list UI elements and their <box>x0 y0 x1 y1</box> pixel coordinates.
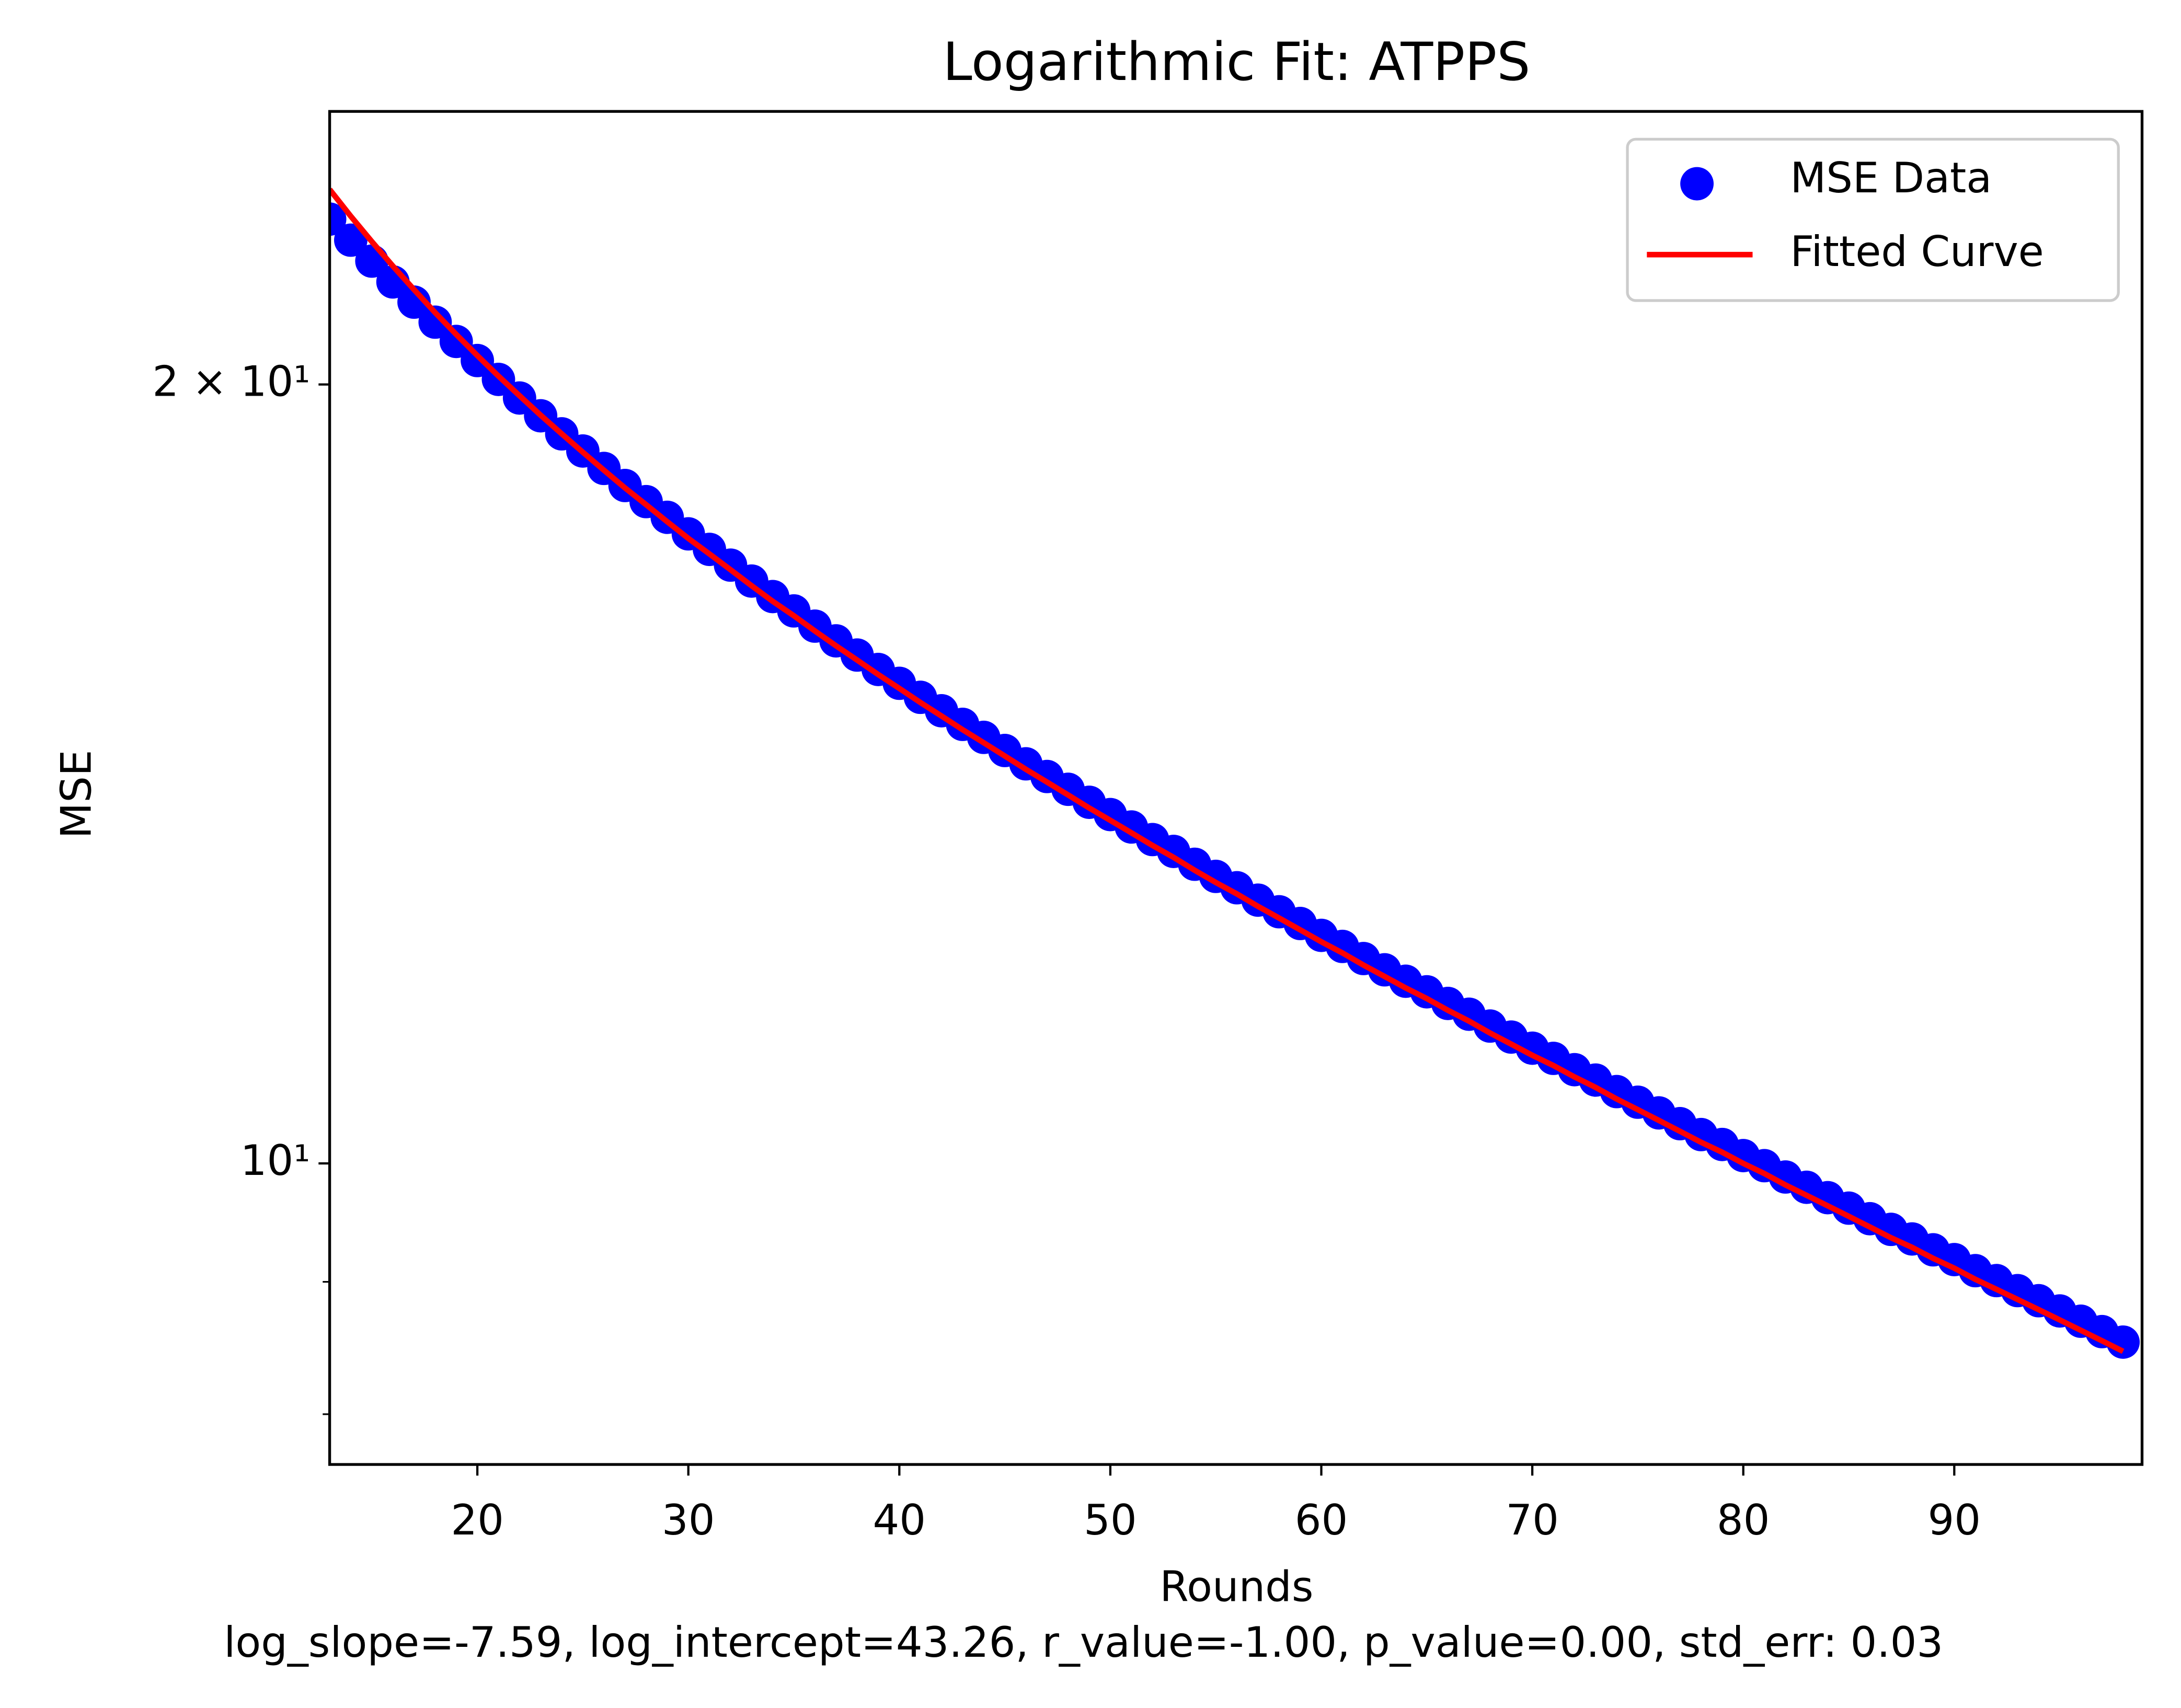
legend-label: Fitted Curve <box>1790 227 2044 276</box>
x-tick-label: 20 <box>451 1496 504 1544</box>
x-tick-label: 30 <box>662 1496 715 1544</box>
y-tick-label: 2 × 10¹ <box>152 357 310 406</box>
x-axis-label: Rounds <box>1160 1562 1313 1611</box>
y-axis-label: MSE <box>52 750 101 839</box>
legend-label: MSE Data <box>1790 154 1992 202</box>
legend-marker <box>1680 167 1714 201</box>
data-point <box>397 285 431 319</box>
x-tick-label: 50 <box>1084 1496 1137 1544</box>
data-point <box>418 305 452 339</box>
data-point <box>334 223 368 257</box>
x-tick-label: 60 <box>1295 1496 1348 1544</box>
data-point <box>2106 1325 2140 1359</box>
x-tick-label: 90 <box>1928 1496 1981 1544</box>
fit-line <box>329 188 2125 1354</box>
x-tick-label: 40 <box>873 1496 926 1544</box>
chart-title: Logarithmic Fit: ATPPS <box>943 31 1530 93</box>
x-tick-label: 70 <box>1506 1496 1559 1544</box>
plot-frame <box>328 110 2144 1466</box>
x-tick-label: 80 <box>1717 1496 1770 1544</box>
legend-box <box>1626 137 2120 302</box>
y-tick-label: 10¹ <box>240 1136 311 1185</box>
annotation: log_slope=-7.59, log_intercept=43.26, r_… <box>224 1618 1943 1667</box>
plot-area <box>329 188 2140 1359</box>
